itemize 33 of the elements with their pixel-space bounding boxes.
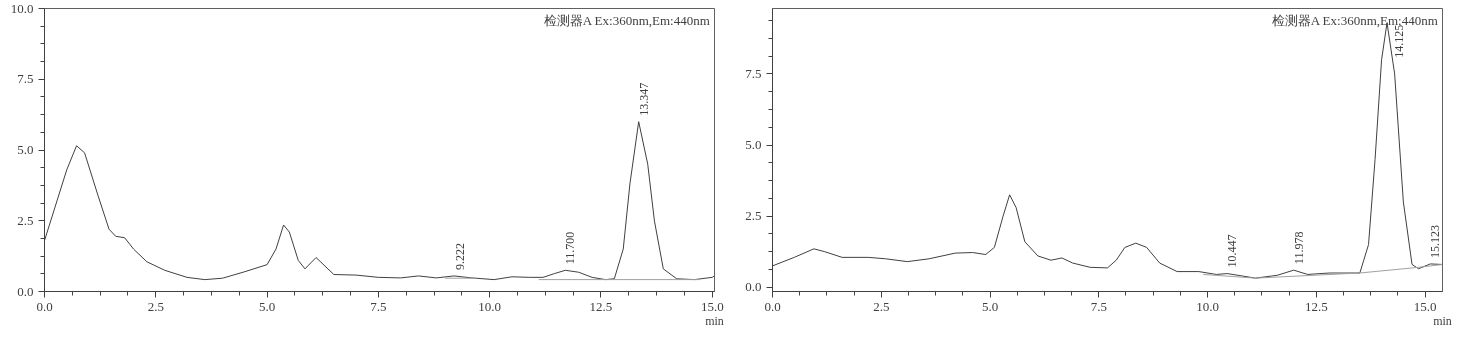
x-tick-label: 2.5 [147, 298, 164, 314]
x-axis-title: min [705, 313, 724, 328]
x-tick-label: 0.0 [764, 298, 781, 314]
x-tick-label: 15.0 [700, 298, 724, 314]
y-tick-label: 2.5 [745, 208, 762, 224]
x-tick-label: 12.5 [589, 298, 613, 314]
x-axis-title: min [1433, 313, 1452, 328]
x-tick-label: 10.0 [478, 298, 502, 314]
annotation: 11.978 [1291, 231, 1306, 265]
y-tick-label: 5.0 [745, 137, 762, 153]
x-tick-label: 0.0 [36, 298, 53, 314]
y-tick-label: 7.5 [745, 65, 762, 81]
annotation: 10.447 [1225, 234, 1240, 268]
annotation: 15.123 [1428, 224, 1443, 258]
y-tick-label: 0.0 [17, 283, 34, 299]
annotation: 13.347 [636, 82, 651, 116]
y-tick-label: 5.0 [17, 142, 34, 157]
chart-subtitle: 检测器A Ex:360nm,Em:440nm [543, 12, 710, 28]
x-tick-label: 2.5 [873, 298, 890, 314]
x-tick-label: 15.0 [1413, 298, 1437, 314]
annotation: 9.222 [453, 242, 468, 270]
x-tick-label: 12.5 [1304, 298, 1328, 314]
x-tick-label: 7.5 [370, 298, 387, 314]
y-tick-label: 2.5 [17, 212, 34, 228]
x-tick-label: 5.0 [981, 298, 999, 314]
x-tick-label: 10.0 [1196, 298, 1219, 314]
x-tick-label: 5.0 [258, 298, 276, 314]
annotation: 14.125 [1392, 24, 1407, 58]
x-tick-label: 7.5 [1090, 298, 1107, 314]
y-tick-label: 7.5 [17, 71, 34, 87]
y-tick-label: 0.0 [745, 279, 762, 295]
y-tick-label: 10.0 [10, 0, 34, 16]
annotation: 11.700 [563, 231, 578, 265]
